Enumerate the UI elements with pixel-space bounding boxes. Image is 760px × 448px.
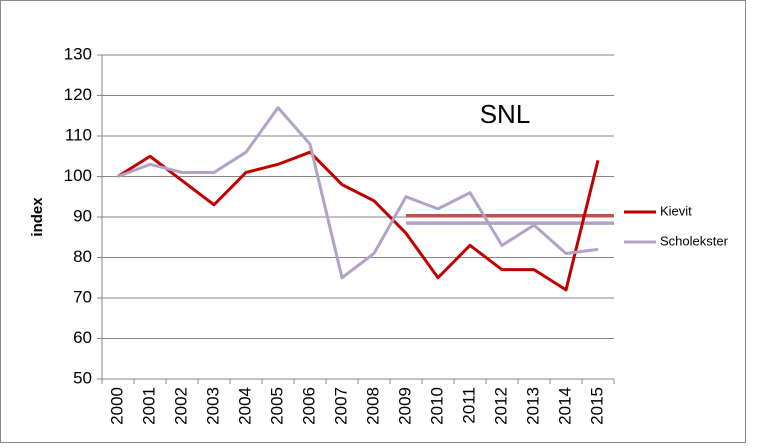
y-tick-label: 90 bbox=[73, 206, 92, 225]
y-tick-label: 130 bbox=[64, 44, 92, 63]
x-tick-label: 2013 bbox=[523, 387, 542, 425]
x-tick-label: 2004 bbox=[235, 387, 254, 425]
x-tick-label: 2009 bbox=[395, 387, 414, 425]
y-tick-label: 60 bbox=[73, 328, 92, 347]
x-tick-label: 2001 bbox=[139, 387, 158, 425]
x-tick-label: 2007 bbox=[331, 387, 350, 425]
y-tick-label: 110 bbox=[65, 125, 92, 144]
legend-label: Scholekster bbox=[660, 233, 729, 248]
y-tick-label: 50 bbox=[73, 368, 92, 387]
x-tick-label: 2005 bbox=[267, 387, 286, 425]
series-line bbox=[117, 106, 599, 280]
x-tick-label: 2008 bbox=[363, 387, 382, 425]
y-tick-label: 120 bbox=[64, 85, 92, 104]
x-tick-label: 2010 bbox=[427, 387, 446, 425]
x-tick-label: 2003 bbox=[203, 387, 222, 425]
x-tick-label: 2006 bbox=[299, 387, 318, 425]
legend-label: Kievit bbox=[660, 203, 692, 218]
x-tick-label: 2015 bbox=[587, 387, 606, 425]
y-tick-label: 70 bbox=[73, 287, 92, 306]
x-tick-label: 2012 bbox=[491, 387, 510, 425]
series-line bbox=[117, 150, 600, 292]
x-tick-label: 2011 bbox=[459, 387, 478, 424]
y-tick-label: 80 bbox=[73, 247, 92, 266]
chart-border bbox=[0, 0, 746, 443]
x-tick-label: 2014 bbox=[555, 387, 574, 425]
x-tick-label: 2000 bbox=[107, 387, 126, 425]
y-tick-label: 100 bbox=[64, 166, 92, 185]
x-tick-label: 2002 bbox=[171, 387, 190, 425]
y-axis-label: index bbox=[29, 197, 46, 237]
annotation: SNL bbox=[480, 99, 531, 129]
